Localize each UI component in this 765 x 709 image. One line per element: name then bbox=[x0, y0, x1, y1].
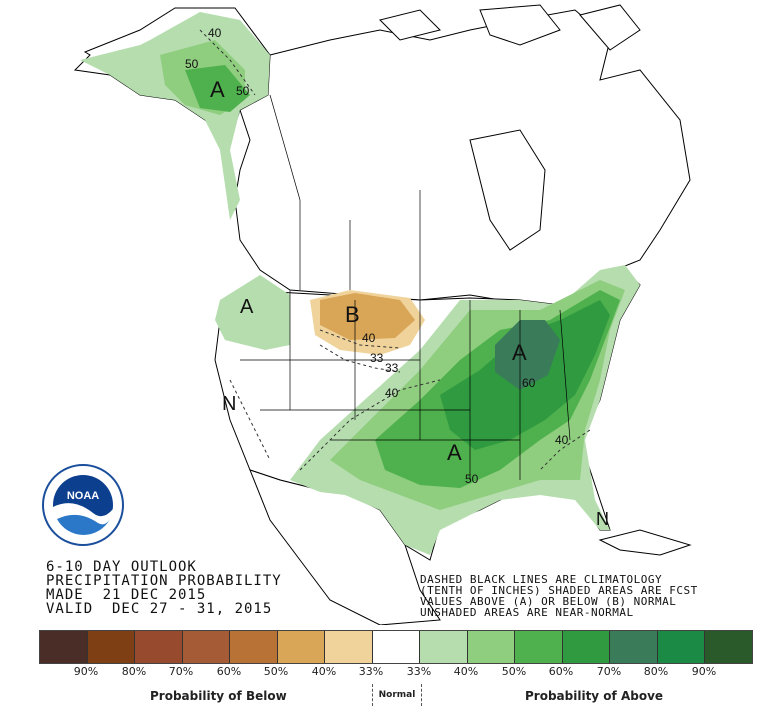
noaa-logo-text: NOAA bbox=[67, 490, 99, 502]
alaska-contour-50a: 50 bbox=[185, 57, 199, 71]
legend-pct-label: 50% bbox=[501, 665, 527, 678]
state-boundaries bbox=[240, 94, 571, 480]
legend-pct-label: 33% bbox=[358, 665, 384, 678]
legend-below-50 bbox=[230, 631, 278, 663]
legend-below-80 bbox=[87, 631, 136, 663]
legend-pct-label: 60% bbox=[548, 665, 574, 678]
legend-pct-label: 33% bbox=[406, 665, 432, 678]
alaska-contour-40: 40 bbox=[208, 26, 222, 40]
plains-contour-33b: 33 bbox=[385, 361, 399, 375]
legend-below-40 bbox=[277, 631, 326, 663]
legend-pct-label: 80% bbox=[121, 665, 147, 678]
legend-above-60 bbox=[562, 631, 611, 663]
legend-below-90 bbox=[40, 631, 88, 663]
alaska-contour-50b: 50 bbox=[236, 84, 250, 98]
legend-pct-label: 70% bbox=[596, 665, 622, 678]
plains-contour-40: 40 bbox=[362, 331, 376, 345]
south-letter: A bbox=[447, 440, 462, 465]
legend-above-90 bbox=[705, 631, 752, 663]
lakes-contour-60: 60 bbox=[522, 376, 536, 390]
legend-pct-label: 50% bbox=[263, 665, 289, 678]
title-line-2: PRECIPITATION PROBABILITY bbox=[46, 573, 282, 589]
note-line-1: DASHED BLACK LINES ARE CLIMATOLOGY bbox=[420, 573, 663, 586]
legend-below-caption: Probability of Below bbox=[150, 689, 287, 703]
plains-contour-33a: 33 bbox=[370, 351, 384, 365]
legend-below-70 bbox=[135, 631, 183, 663]
noaa-logo: NOAA bbox=[42, 464, 124, 546]
legend-pct-label: 90% bbox=[73, 665, 99, 678]
map-annotations: A 40 50 50 A B 40 33 33 40 A 60 A 50 40 … bbox=[185, 26, 609, 529]
nevada-letter: N bbox=[222, 393, 236, 415]
south-contour-50: 50 bbox=[465, 472, 479, 486]
legend-above-80 bbox=[657, 631, 706, 663]
plains-letter: B bbox=[345, 302, 360, 327]
legend-normal bbox=[372, 631, 421, 663]
legend-pct-label: 90% bbox=[691, 665, 717, 678]
alaska-letter: A bbox=[210, 77, 225, 102]
midwest-contour-40: 40 bbox=[385, 386, 399, 400]
note-line-2: (TENTH OF INCHES) SHADED AREAS ARE FCST bbox=[420, 584, 698, 597]
note-line-3: VALUES ABOVE (A) OR BELOW (B) NORMAL bbox=[420, 595, 677, 608]
legend-above-70 bbox=[610, 631, 658, 663]
legend-pct-label: 60% bbox=[216, 665, 242, 678]
legend-below-60 bbox=[182, 631, 231, 663]
legend-normal-caption: Normal bbox=[372, 684, 422, 706]
legend-color-bar bbox=[39, 630, 753, 664]
legend-pct-label: 70% bbox=[168, 665, 194, 678]
legend-pct-label: 40% bbox=[311, 665, 337, 678]
west-letter: A bbox=[240, 296, 254, 318]
precipitation-outlook-map: A 40 50 50 A B 40 33 33 40 A 60 A 50 40 … bbox=[42, 4, 692, 625]
title-line-1: 6-10 DAY OUTLOOK bbox=[46, 559, 197, 575]
legend-pct-label: 80% bbox=[643, 665, 669, 678]
legend-above-50 bbox=[515, 631, 563, 663]
title-line-4: VALID DEC 27 - 31, 2015 bbox=[46, 601, 273, 617]
climatology-lines bbox=[199, 29, 591, 471]
legend-pct-label: 40% bbox=[453, 665, 479, 678]
note-line-4: UNSHADED AREAS ARE NEAR-NORMAL bbox=[420, 606, 634, 619]
legend-below-33 bbox=[325, 631, 373, 663]
east-contour-40: 40 bbox=[555, 433, 569, 447]
lakes-letter: A bbox=[512, 340, 527, 365]
legend-above-40 bbox=[467, 631, 516, 663]
legend-above-33 bbox=[420, 631, 468, 663]
title-line-3: MADE 21 DEC 2015 bbox=[46, 587, 207, 603]
florida-letter: N bbox=[596, 509, 609, 529]
legend-above-caption: Probability of Above bbox=[525, 689, 664, 703]
